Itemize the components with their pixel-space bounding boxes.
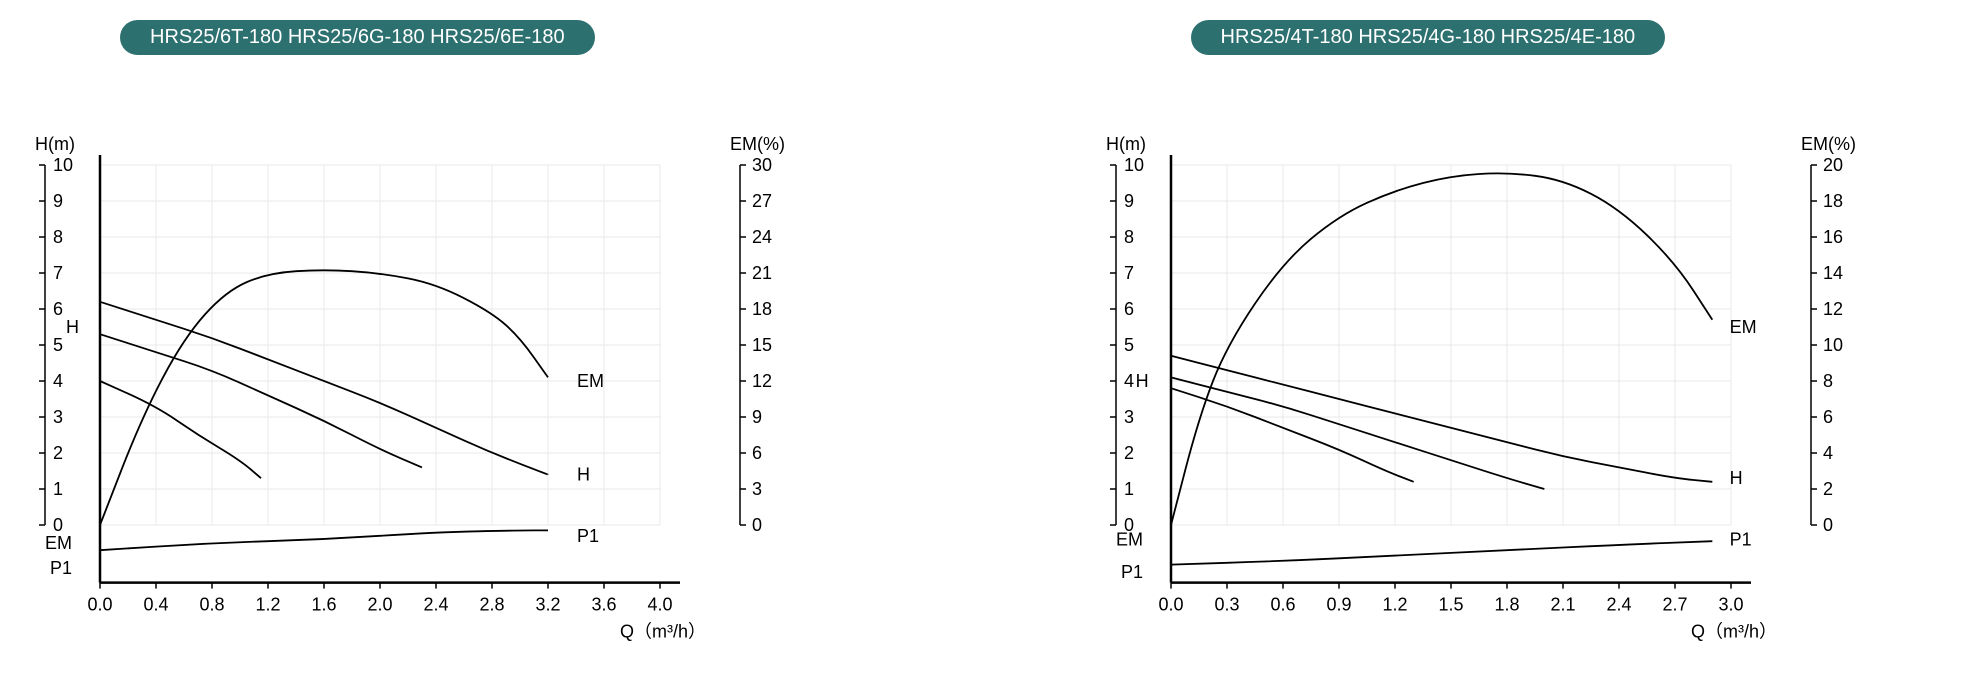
svg-text:0: 0 <box>1823 515 1833 535</box>
svg-text:0: 0 <box>53 515 63 535</box>
svg-text:H: H <box>577 465 590 485</box>
svg-text:14: 14 <box>1823 263 1843 283</box>
svg-text:2.7: 2.7 <box>1662 595 1687 615</box>
svg-text:6: 6 <box>1823 407 1833 427</box>
svg-text:9: 9 <box>53 191 63 211</box>
svg-text:4: 4 <box>1124 371 1134 391</box>
svg-text:5: 5 <box>1124 335 1134 355</box>
svg-text:H: H <box>1135 371 1148 391</box>
svg-text:EM(%): EM(%) <box>1801 134 1856 154</box>
chart-panel-right: HRS25/4T-180 HRS25/4G-180 HRS25/4E-180 0… <box>1091 20 1962 666</box>
svg-text:8: 8 <box>1124 227 1134 247</box>
svg-text:16: 16 <box>1823 227 1843 247</box>
svg-text:18: 18 <box>1823 191 1843 211</box>
svg-text:2.4: 2.4 <box>423 595 448 615</box>
svg-text:1: 1 <box>53 479 63 499</box>
svg-text:6: 6 <box>752 443 762 463</box>
svg-text:EM: EM <box>1116 529 1143 549</box>
chart-area-right: 012345678910H(m)02468101214161820EM(%)0.… <box>1091 85 1962 645</box>
chart-svg-left: 012345678910H(m)036912151821242730EM(%)0… <box>20 85 860 645</box>
svg-text:6: 6 <box>53 299 63 319</box>
svg-text:21: 21 <box>752 263 772 283</box>
svg-text:EM: EM <box>1729 317 1756 337</box>
svg-text:9: 9 <box>752 407 762 427</box>
svg-text:2.0: 2.0 <box>367 595 392 615</box>
svg-text:0.0: 0.0 <box>87 595 112 615</box>
chart-panel-left: HRS25/6T-180 HRS25/6G-180 HRS25/6E-180 0… <box>20 20 891 666</box>
svg-text:P1: P1 <box>1120 562 1142 582</box>
svg-text:2: 2 <box>53 443 63 463</box>
svg-text:27: 27 <box>752 191 772 211</box>
svg-text:0.3: 0.3 <box>1214 595 1239 615</box>
svg-text:6: 6 <box>1124 299 1134 319</box>
svg-text:1.8: 1.8 <box>1494 595 1519 615</box>
svg-text:2: 2 <box>1823 479 1833 499</box>
svg-text:3: 3 <box>1124 407 1134 427</box>
svg-text:0.0: 0.0 <box>1158 595 1183 615</box>
svg-text:Q（m³/h）: Q（m³/h） <box>620 622 706 642</box>
svg-text:EM: EM <box>577 371 604 391</box>
svg-text:20: 20 <box>1823 155 1843 175</box>
svg-text:H(m): H(m) <box>1106 134 1146 154</box>
svg-text:2.1: 2.1 <box>1550 595 1575 615</box>
svg-text:H(m): H(m) <box>35 134 75 154</box>
svg-text:1: 1 <box>1124 479 1134 499</box>
chart-area-left: 012345678910H(m)036912151821242730EM(%)0… <box>20 85 891 645</box>
svg-text:4: 4 <box>1823 443 1833 463</box>
svg-text:P1: P1 <box>577 526 599 546</box>
svg-text:7: 7 <box>1124 263 1134 283</box>
svg-text:3.0: 3.0 <box>1718 595 1743 615</box>
svg-text:H: H <box>1729 468 1742 488</box>
chart-svg-right: 012345678910H(m)02468101214161820EM(%)0.… <box>1091 85 1931 645</box>
svg-text:5: 5 <box>53 335 63 355</box>
svg-text:7: 7 <box>53 263 63 283</box>
svg-text:30: 30 <box>752 155 772 175</box>
svg-text:1.5: 1.5 <box>1438 595 1463 615</box>
svg-text:2.4: 2.4 <box>1606 595 1631 615</box>
svg-text:8: 8 <box>1823 371 1833 391</box>
svg-text:9: 9 <box>1124 191 1134 211</box>
svg-text:3.2: 3.2 <box>535 595 560 615</box>
svg-text:0.9: 0.9 <box>1326 595 1351 615</box>
svg-text:0.6: 0.6 <box>1270 595 1295 615</box>
svg-text:H: H <box>66 317 79 337</box>
svg-text:EM: EM <box>45 533 72 553</box>
svg-text:10: 10 <box>1124 155 1144 175</box>
svg-text:0: 0 <box>752 515 762 535</box>
chart-title-pill: HRS25/4T-180 HRS25/4G-180 HRS25/4E-180 <box>1191 20 1666 55</box>
svg-text:3: 3 <box>53 407 63 427</box>
svg-text:24: 24 <box>752 227 772 247</box>
svg-text:8: 8 <box>53 227 63 247</box>
svg-text:0.4: 0.4 <box>143 595 168 615</box>
svg-text:4: 4 <box>53 371 63 391</box>
svg-text:12: 12 <box>752 371 772 391</box>
svg-text:1.2: 1.2 <box>1382 595 1407 615</box>
svg-text:1.6: 1.6 <box>311 595 336 615</box>
chart-title-pill: HRS25/6T-180 HRS25/6G-180 HRS25/6E-180 <box>120 20 595 55</box>
svg-text:P1: P1 <box>50 558 72 578</box>
svg-text:3: 3 <box>752 479 762 499</box>
svg-text:10: 10 <box>1823 335 1843 355</box>
svg-text:15: 15 <box>752 335 772 355</box>
svg-text:0.8: 0.8 <box>199 595 224 615</box>
svg-text:1.2: 1.2 <box>255 595 280 615</box>
svg-text:Q（m³/h）: Q（m³/h） <box>1691 622 1777 642</box>
svg-text:10: 10 <box>53 155 73 175</box>
svg-text:2: 2 <box>1124 443 1134 463</box>
svg-text:18: 18 <box>752 299 772 319</box>
svg-text:P1: P1 <box>1729 529 1751 549</box>
svg-text:2.8: 2.8 <box>479 595 504 615</box>
svg-text:12: 12 <box>1823 299 1843 319</box>
svg-text:3.6: 3.6 <box>591 595 616 615</box>
svg-text:4.0: 4.0 <box>647 595 672 615</box>
svg-text:EM(%): EM(%) <box>730 134 785 154</box>
